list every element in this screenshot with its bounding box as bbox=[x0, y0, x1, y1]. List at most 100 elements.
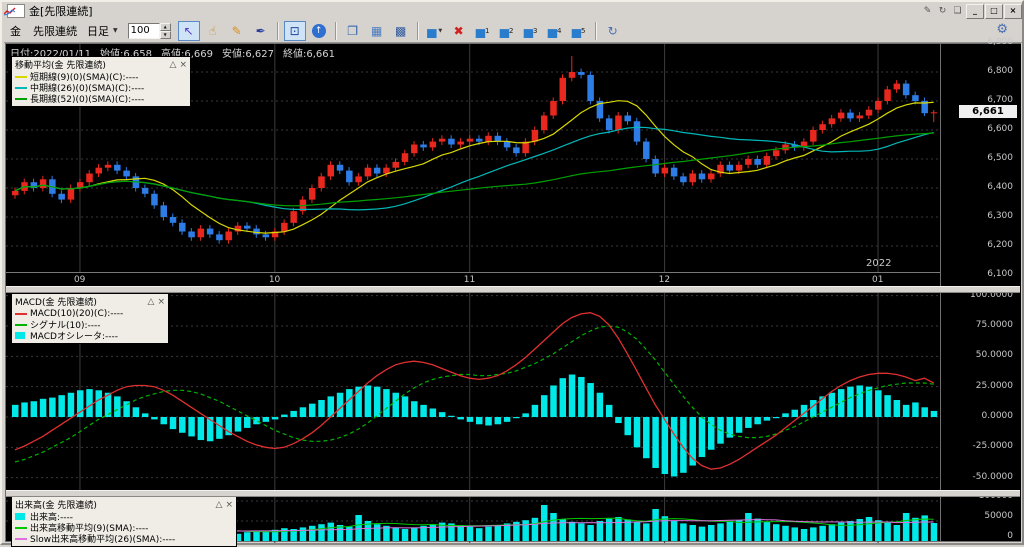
macd-histogram-bar bbox=[661, 417, 669, 475]
candle-body bbox=[698, 173, 706, 180]
candle-body bbox=[12, 190, 19, 196]
grid-layout-button[interactable]: ▦ bbox=[366, 21, 388, 41]
title-bar[interactable]: 金[先限連続] ✎ ↻ ❏ _ □ × bbox=[4, 3, 1022, 19]
volume-bar bbox=[281, 528, 288, 541]
candle-body bbox=[689, 173, 696, 183]
bar-count-value[interactable]: 100 bbox=[127, 22, 160, 39]
close-button[interactable]: × bbox=[1004, 4, 1022, 19]
macd-histogram-bar bbox=[689, 417, 696, 466]
macd-histogram-bar bbox=[596, 392, 604, 417]
year-label: 2022 bbox=[866, 258, 891, 269]
volume-bar bbox=[810, 527, 817, 541]
candle-body bbox=[726, 164, 734, 171]
refresh-window-icon[interactable]: ↻ bbox=[938, 6, 947, 16]
candle-body bbox=[86, 173, 93, 183]
volume-bar bbox=[875, 520, 882, 541]
maximize-button[interactable]: □ bbox=[985, 4, 1003, 19]
candle-body bbox=[114, 164, 121, 171]
macd-histogram-bar bbox=[438, 412, 446, 417]
macd-histogram-bar bbox=[104, 392, 112, 417]
macd-histogram-bar bbox=[225, 417, 232, 436]
grid-dense-layout-button[interactable]: ▩ bbox=[390, 21, 412, 41]
candle-body bbox=[188, 231, 195, 238]
legend-swatch bbox=[15, 513, 25, 520]
ohlc-info-part: 日付:2022/01/11 bbox=[10, 49, 92, 60]
legend-item-label: MACD(10)(20)(C):---- bbox=[30, 308, 124, 319]
minimize-button[interactable]: _ bbox=[966, 4, 984, 19]
candle-body bbox=[772, 150, 780, 157]
volume-bar bbox=[605, 518, 613, 541]
macd-histogram-bar bbox=[281, 414, 288, 417]
pen-tool[interactable]: ✒ bbox=[250, 21, 272, 41]
grid-layout-button-icon: ▦ bbox=[370, 23, 383, 38]
pencil-tool[interactable]: ✎ bbox=[226, 21, 248, 41]
macd-histogram-bar bbox=[262, 417, 270, 422]
new-chart-window-button[interactable]: ❐ bbox=[342, 21, 364, 41]
spinner-up-icon[interactable]: ▲ bbox=[159, 22, 171, 31]
delete-study-button[interactable]: ✖ bbox=[448, 21, 470, 41]
layout-1-button[interactable]: ▅ 1 bbox=[475, 23, 490, 38]
macd-histogram-bar bbox=[522, 413, 529, 417]
macd-histogram-bar bbox=[30, 401, 38, 417]
cascade-icon[interactable]: ❏ bbox=[953, 6, 962, 16]
spinner-buttons[interactable]: ▲ ▼ bbox=[159, 22, 171, 39]
settings-wrench-button[interactable]: ⚙ bbox=[996, 22, 1008, 37]
toolbar-separator bbox=[334, 21, 337, 40]
volume-bar bbox=[401, 529, 409, 541]
macd-histogram-bar bbox=[411, 401, 418, 417]
legend-item-label: 出来高:---- bbox=[30, 513, 74, 523]
macd-histogram-bar bbox=[476, 417, 483, 425]
macd-chart[interactable] bbox=[6, 291, 940, 490]
macd-histogram-bar bbox=[76, 390, 84, 417]
volume-bar bbox=[262, 531, 270, 541]
bar-count-spinner[interactable]: 100 ▲ ▼ bbox=[127, 22, 171, 39]
toolbar-separator bbox=[276, 21, 279, 40]
candle-body bbox=[782, 144, 789, 151]
axis-label: 6,200 bbox=[987, 240, 1013, 250]
volume-bar bbox=[698, 526, 706, 541]
legend-close-icon[interactable]: × bbox=[225, 499, 233, 510]
pane-splitter[interactable] bbox=[6, 490, 1020, 497]
legend-collapse-icon[interactable]: △ bbox=[169, 59, 177, 70]
reload-button-icon: ↻ bbox=[607, 23, 618, 38]
candle-body bbox=[893, 83, 901, 90]
legend-collapse-icon[interactable]: △ bbox=[215, 499, 223, 510]
layout-4-button[interactable]: ▅ 4 bbox=[547, 23, 562, 38]
legend-close-icon[interactable]: × bbox=[179, 59, 187, 70]
spinner-down-icon[interactable]: ▼ bbox=[159, 30, 171, 39]
pane-splitter[interactable] bbox=[6, 286, 1020, 293]
volume-bar bbox=[290, 529, 297, 541]
hand-tool[interactable]: ☝ bbox=[202, 21, 224, 41]
macd-histogram-bar bbox=[114, 396, 121, 417]
toolbar-separator bbox=[416, 21, 419, 40]
layout-5-button[interactable]: ▅ 5 bbox=[571, 23, 586, 38]
select-cursor-tool[interactable]: ↖ bbox=[177, 20, 200, 41]
legend-close-icon[interactable]: × bbox=[157, 296, 165, 307]
volume-bar bbox=[893, 525, 901, 541]
volume-bar bbox=[429, 524, 437, 541]
crosshair-select-tool-icon: ⊡ bbox=[289, 23, 300, 38]
volume-bar bbox=[494, 525, 502, 541]
annotate-icon[interactable]: ✎ bbox=[923, 6, 932, 16]
layout-2-button[interactable]: ▅ 2 bbox=[499, 23, 514, 38]
reload-button[interactable]: ↻ bbox=[602, 21, 624, 41]
macd-histogram-bar bbox=[763, 417, 771, 421]
crosshair-select-tool[interactable]: ⊡ bbox=[283, 20, 306, 41]
volume-bar bbox=[383, 525, 390, 541]
volume-bar bbox=[930, 523, 938, 541]
macd-histogram-bar bbox=[875, 390, 882, 417]
legend-swatch bbox=[15, 75, 27, 78]
layout-3-button[interactable]: ▅ 3 bbox=[523, 23, 538, 38]
legend-item: 中期線(26)(0)(SMA)(C):---- bbox=[15, 82, 187, 94]
legend-collapse-icon[interactable]: △ bbox=[147, 296, 155, 307]
macd-histogram-bar bbox=[680, 417, 687, 473]
ohlc-info-bar: 日付:2022/01/11 始値:6,658 高値:6,669 安値:6,627 終値:… bbox=[10, 45, 344, 60]
macd-legend: MACD(金 先限連続) △ × MACD(10)(20)(C):---- シグナル(… bbox=[11, 293, 169, 344]
timeframe-dropdown[interactable]: 日足 ▼ bbox=[87, 23, 118, 39]
toolbar-separator bbox=[594, 21, 597, 40]
chart-app-icon bbox=[4, 4, 25, 18]
chart-type-dropdown[interactable]: ▅ ▼ bbox=[424, 21, 446, 41]
candle-body bbox=[680, 176, 687, 183]
volume-bar bbox=[772, 524, 780, 541]
scroll-latest-button[interactable]: ↑ bbox=[308, 21, 330, 41]
